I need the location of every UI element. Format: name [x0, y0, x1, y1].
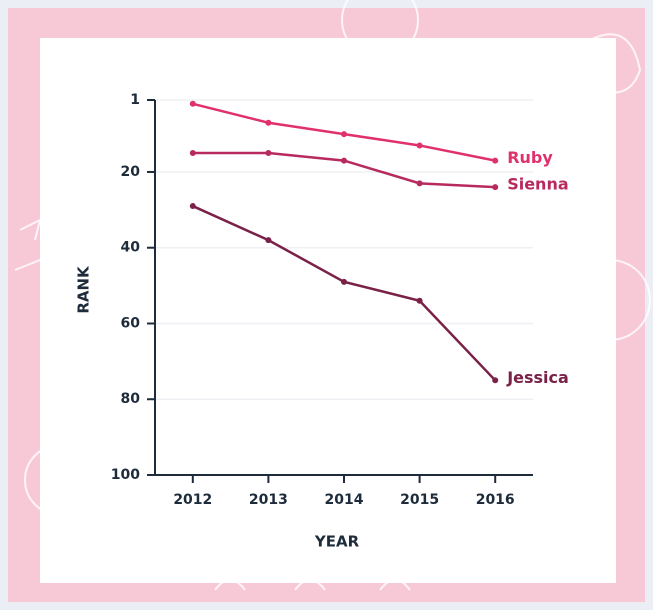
y-axis-title: RANK	[75, 265, 93, 314]
series-label: Jessica	[506, 368, 569, 387]
x-tick-label: 2014	[325, 492, 364, 508]
card	[40, 38, 616, 583]
point	[416, 180, 423, 187]
x-axis-title: YEAR	[314, 533, 360, 551]
point	[189, 203, 196, 210]
point	[492, 184, 499, 191]
x-tick-label: 2016	[476, 492, 515, 508]
point	[341, 157, 347, 164]
x-tick-label: 2015	[400, 492, 439, 508]
y-tick-label: 100	[111, 467, 140, 483]
series-label: Ruby	[507, 148, 553, 167]
y-tick-label: 20	[121, 164, 141, 180]
point	[265, 150, 272, 157]
point	[189, 150, 196, 157]
y-tick-label: 80	[121, 391, 141, 407]
x-tick-label: 2012	[173, 492, 212, 508]
y-tick-label: 1	[130, 92, 140, 108]
point	[341, 131, 347, 138]
point	[492, 377, 499, 384]
point	[265, 119, 272, 126]
point	[189, 100, 196, 107]
point	[416, 297, 423, 304]
point	[265, 237, 272, 244]
series-label: Sienna	[507, 175, 568, 194]
point	[416, 142, 423, 149]
y-tick-label: 60	[121, 315, 141, 331]
x-tick-label: 2013	[249, 492, 288, 508]
y-tick-label: 40	[121, 240, 141, 256]
point	[492, 157, 499, 164]
point	[341, 278, 347, 285]
